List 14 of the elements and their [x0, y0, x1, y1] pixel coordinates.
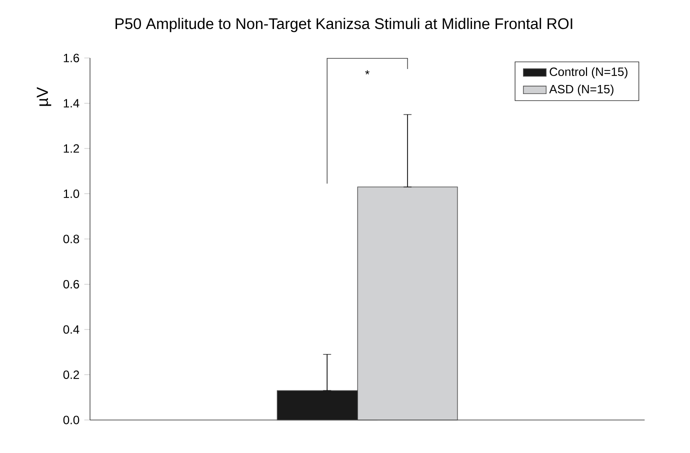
legend-label: Control (N=15)	[550, 67, 628, 78]
y-tick-label: 1.6	[64, 54, 80, 62]
chart-title: P50 Amplitude to Non-Target Kanizsa Stimuli at Midline Frontal ROI	[116, 18, 572, 32]
legend-label: ASD (N=15)	[549, 84, 614, 96]
y-tick-label: 0.2	[63, 370, 79, 379]
y-tick-label: 0.6	[63, 280, 80, 288]
y-tick-label: 1.2	[64, 144, 79, 153]
y-axis-title: µV	[36, 87, 52, 106]
y-tick-label: 0.8	[63, 234, 80, 244]
y-tick-label: 0.0	[63, 416, 80, 424]
annotation: *	[365, 70, 370, 74]
y-tick-label: 1.4	[64, 99, 80, 108]
y-tick-label: 0.4	[63, 325, 80, 334]
y-tick-label: 1.0	[64, 189, 80, 198]
